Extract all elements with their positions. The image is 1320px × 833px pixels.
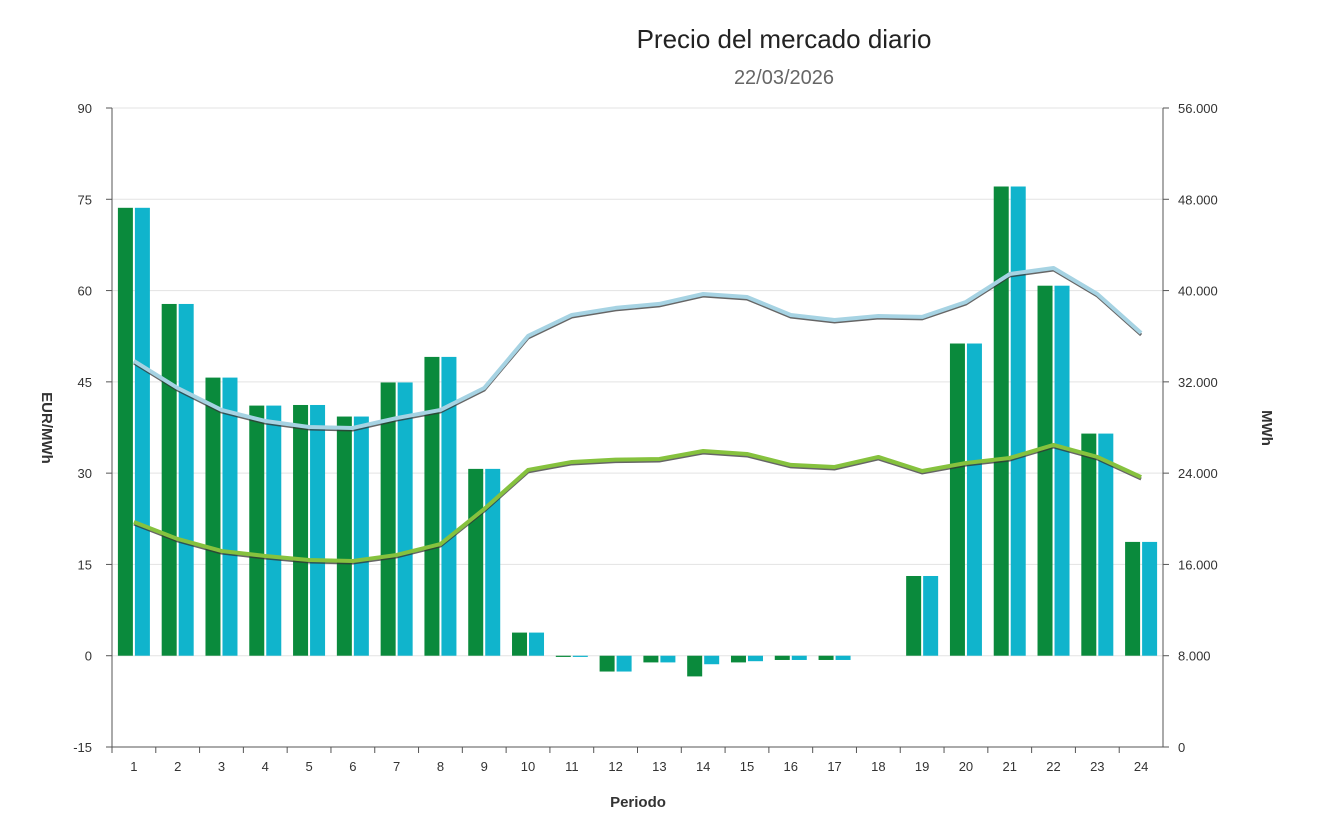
x-tick-label: 11 xyxy=(565,759,579,774)
x-axis-label: Periodo xyxy=(610,794,666,811)
bar xyxy=(747,655,763,662)
x-tick-label: 1 xyxy=(130,759,137,774)
bar xyxy=(1037,285,1053,656)
bar xyxy=(1010,186,1026,656)
x-tick-label: 23 xyxy=(1090,759,1104,774)
bar xyxy=(178,303,194,656)
bar xyxy=(791,655,807,660)
x-tick-label: 20 xyxy=(959,759,973,774)
bar xyxy=(1054,285,1070,656)
bar xyxy=(599,655,615,672)
bar xyxy=(906,575,922,656)
y-right-tick-label: 48.000 xyxy=(1178,192,1218,207)
bar xyxy=(161,303,177,656)
x-tick-label: 17 xyxy=(827,759,841,774)
bar xyxy=(923,575,939,656)
bar xyxy=(687,655,703,677)
bar xyxy=(660,655,676,663)
bar xyxy=(966,343,982,656)
x-tick-label: 12 xyxy=(608,759,622,774)
x-tick-label: 4 xyxy=(262,759,269,774)
bar xyxy=(730,655,746,663)
bar xyxy=(572,655,588,657)
line-shadow xyxy=(133,268,1143,432)
bar xyxy=(485,468,501,656)
chart-subtitle: 22/03/2026 xyxy=(734,67,834,89)
x-tick-label: 19 xyxy=(915,759,929,774)
x-tick-label: 15 xyxy=(740,759,754,774)
bar xyxy=(993,186,1009,656)
x-tick-label: 5 xyxy=(305,759,312,774)
bar xyxy=(512,632,528,656)
bar xyxy=(1125,541,1141,656)
y-axis-left-label: EUR/MWh xyxy=(38,392,55,464)
bar xyxy=(266,405,282,656)
y-tick-label: 15 xyxy=(78,557,92,572)
x-tick-label: 24 xyxy=(1134,759,1148,774)
bar xyxy=(643,655,659,663)
y-right-tick-label: 24.000 xyxy=(1178,466,1218,481)
bar xyxy=(397,382,413,656)
bar xyxy=(1098,433,1114,656)
y-right-tick-label: 8.000 xyxy=(1178,649,1211,664)
bar xyxy=(424,356,440,656)
line-series-0 xyxy=(132,265,1143,430)
y-right-tick-label: 32.000 xyxy=(1178,375,1218,390)
y-tick-label: 90 xyxy=(78,101,92,116)
bar xyxy=(1142,541,1158,656)
y-tick-label: 75 xyxy=(78,192,92,207)
bar xyxy=(222,377,238,656)
x-tick-label: 8 xyxy=(437,759,444,774)
x-tick-label: 9 xyxy=(481,759,488,774)
x-tick-label: 2 xyxy=(174,759,181,774)
x-tick-label: 18 xyxy=(871,759,885,774)
bar xyxy=(1081,433,1097,656)
x-tick-label: 22 xyxy=(1046,759,1060,774)
x-tick-label: 16 xyxy=(784,759,798,774)
y-tick-label: 60 xyxy=(78,284,92,299)
bar xyxy=(353,416,369,656)
bar xyxy=(310,404,326,656)
y-axis-right-label: MWh xyxy=(1258,410,1275,446)
bar xyxy=(293,404,309,656)
bar xyxy=(835,655,851,660)
bar xyxy=(336,416,352,656)
line-series-1 xyxy=(133,442,1142,564)
y-right-tick-label: 56.000 xyxy=(1178,101,1218,116)
bar xyxy=(441,356,457,656)
bar xyxy=(949,343,965,656)
bar xyxy=(380,382,396,656)
y-tick-label: 0 xyxy=(85,649,92,664)
bar xyxy=(468,468,484,656)
bar xyxy=(555,655,571,657)
x-tick-label: 6 xyxy=(349,759,356,774)
y-right-tick-label: 0 xyxy=(1178,740,1185,755)
line-shadow xyxy=(133,445,1142,565)
chart-title: Precio del mercado diario xyxy=(637,24,932,54)
x-tick-label: 13 xyxy=(652,759,666,774)
y-right-tick-label: 16.000 xyxy=(1178,557,1218,572)
y-right-tick-label: 40.000 xyxy=(1178,284,1218,299)
bar xyxy=(774,655,790,660)
x-tick-label: 3 xyxy=(218,759,225,774)
y-tick-label: 45 xyxy=(78,375,92,390)
x-tick-label: 21 xyxy=(1002,759,1016,774)
x-tick-label: 14 xyxy=(696,759,710,774)
y-tick-label: -15 xyxy=(73,740,92,755)
y-tick-label: 30 xyxy=(78,466,92,481)
bar xyxy=(818,655,834,660)
bar xyxy=(249,405,265,656)
bar xyxy=(704,655,720,665)
bar xyxy=(117,207,133,656)
bar xyxy=(616,655,632,672)
bar xyxy=(134,207,150,656)
bar xyxy=(529,632,545,656)
bar xyxy=(205,377,221,656)
x-tick-label: 7 xyxy=(393,759,400,774)
x-tick-label: 10 xyxy=(521,759,535,774)
